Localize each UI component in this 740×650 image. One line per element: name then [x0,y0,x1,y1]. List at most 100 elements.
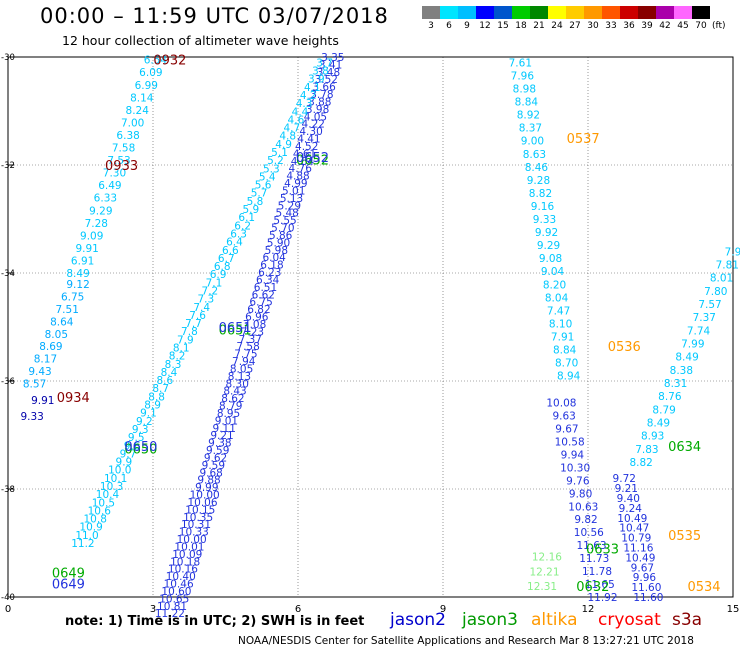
wave-height-value: 8.63 [523,149,546,161]
wave-height-value: 6.7 [218,253,235,265]
wave-height-value: 10.16 [168,564,198,576]
wave-height-value: 8.93 [641,431,664,443]
color-swatch [674,6,692,19]
color-swatch [512,6,530,19]
color-swatch [638,6,656,19]
wave-height-value: 8.04 [545,292,569,304]
y-tick-label: -30 [1,53,15,63]
wave-height-value: 4.2 [300,90,317,102]
wave-height-value: 5.4 [259,171,276,183]
wave-height-value: 8.24 [126,105,150,117]
wave-height-value: 8.76 [658,391,682,403]
wave-height-value: 9.62 [204,452,227,464]
wave-height-value: 5.55 [273,215,296,227]
color-swatch [602,6,620,19]
wave-height-value: 9.80 [569,488,592,500]
wave-height-value: 3.35 [321,52,344,64]
x-tick-label: 9 [440,604,446,615]
color-scale-label: 30 [587,21,599,31]
color-scale-label: 15 [497,21,509,31]
legend-cryosat: cryosat [598,610,661,630]
wave-height-value: 10.8 [84,514,107,526]
wave-height-value: 9.3 [132,424,149,436]
wave-height-value: 5.1 [271,147,288,159]
color-swatch [494,6,512,19]
wave-height-value: 12.21 [529,566,559,578]
wave-height-value: 5.13 [280,193,303,205]
wave-height-value: 8.05 [230,363,253,375]
pass-time-label: 0934 [57,391,90,406]
pass-time-label: 0535 [668,529,701,544]
wave-height-value: 6.34 [256,274,280,286]
wave-height-value: 7.74 [687,325,711,337]
pass-time-label: 0651 [219,324,252,339]
wave-height-value: 4.9 [275,139,292,151]
wave-height-value: 10.58 [555,436,585,448]
wave-height-value: 7.57 [698,299,721,311]
color-scale-label: 33 [605,21,617,31]
wave-height-value: 4.41 [297,134,320,146]
wave-height-value: 7.61 [509,57,532,69]
color-scale-label: 6 [446,21,452,31]
wave-height-value: 7.37 [239,334,262,346]
wave-height-value: 5.9 [243,204,260,216]
satellite-track: 10.089.639.6710.589.9410.309.769.8010.63… [546,398,617,604]
wave-height-value: 4.76 [289,163,313,175]
satellite-track: 6.546.096.998.148.247.006.387.587.537.30… [66,55,167,280]
wave-height-value: 4.8 [279,131,296,143]
wave-height-value: 8.3 [165,359,182,371]
wave-height-value: 10.9 [79,522,102,534]
wave-height-value: 9.04 [541,266,565,278]
wave-height-value: 11.22 [155,608,185,620]
wave-height-value: 9.11 [213,423,236,435]
color-swatch [692,6,710,19]
wave-height-value: 6.1 [238,212,255,224]
wave-height-value: 8.84 [515,97,539,109]
wave-height-value: 5.01 [282,185,305,197]
wave-height-value: 9.21 [615,483,638,495]
wave-height-value: 9.59 [202,460,225,472]
wave-height-value: 9.33 [20,411,43,423]
color-swatch [458,6,476,19]
wave-height-value: 6.49 [98,180,121,192]
legend-jason2: jason2 [390,610,446,630]
x-tick-label: 3 [150,604,156,615]
color-swatch [656,6,674,19]
wave-height-value: 6.6 [222,245,239,257]
wave-height-value: 4.4 [292,106,309,118]
wave-height-value: 5.98 [265,245,288,257]
wave-height-value: 8.17 [34,354,57,366]
wave-height-value: 8.10 [549,318,572,330]
pass-time-label: 0633 [586,542,619,557]
wave-height-value: 6.8 [214,261,231,273]
wave-height-value: 6.82 [247,304,270,316]
wave-height-value: 8.14 [130,92,154,104]
color-scale-label: 21 [533,21,545,31]
wave-height-value: 9.01 [215,415,238,427]
wave-height-value: 9.12 [66,279,89,291]
wave-height-value: 7.99 [681,339,704,351]
wave-height-value: 4.99 [284,178,307,190]
wave-height-value: 10.40 [166,571,196,583]
wave-height-value: 5.2 [267,155,284,167]
wave-height-value: 10.4 [96,489,120,501]
wave-height-value: 6.23 [258,267,281,279]
wave-height-value: 4.61 [293,148,316,160]
wave-height-value: 3.41 [319,59,342,71]
wave-height-value: 6.4 [226,237,243,249]
wave-height-value: 9.67 [631,562,654,574]
wave-height-value: 9.9 [116,457,133,469]
wave-height-value: 8.13 [228,371,251,383]
wave-height-value: 6.54 [144,55,168,67]
wave-height-value: 8.7 [152,383,169,395]
satellite-track: 9.729.219.409.2410.4910.4710.7911.1610.4… [613,473,664,604]
wave-height-value: 10.00 [190,490,220,502]
wave-height-value: 9.43 [28,366,51,378]
wave-height-value: 9.72 [613,473,636,485]
wave-height-value: 6.3 [230,228,247,240]
units-note: note: 1) Time is in UTC; 2) SWH is in fe… [65,614,365,629]
color-swatch [440,6,458,19]
wave-height-value: 6.99 [135,80,158,92]
wave-height-value: 8.79 [652,404,675,416]
wave-height-value: 7.47 [547,305,570,317]
